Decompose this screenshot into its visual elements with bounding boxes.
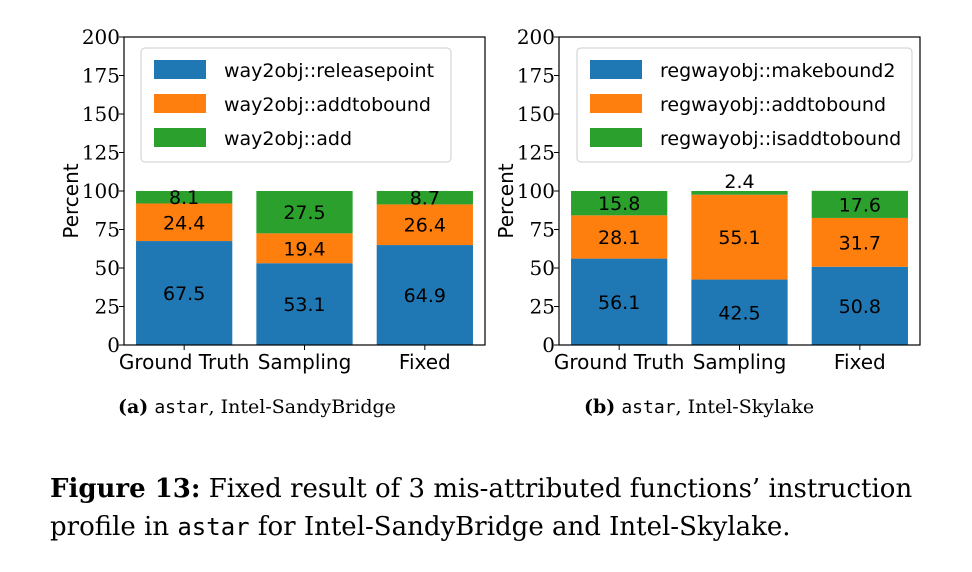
y-tick-label-b-200: 200 xyxy=(517,25,555,49)
bar-a-sampling-series-2 xyxy=(256,233,353,264)
y-axis-label-b: Percent xyxy=(494,163,518,238)
data-label-a-2-1: 53.1 xyxy=(283,294,325,316)
data-label-b-1-3: 15.8 xyxy=(598,193,640,215)
legend-a: way2obj::releasepointway2obj::addtobound… xyxy=(140,47,452,163)
x-tick-label-a-3: Fixed xyxy=(399,350,451,374)
chart-a: 67.5 24.4 8.1 53.1 19.4 27.5 64.9 26.4 8.7 0 25 50 7… xyxy=(59,25,486,374)
y-axis-label-a: Percent xyxy=(59,163,83,238)
legend-swatch-a-2 xyxy=(154,94,206,113)
bar-a-sampling-series-1 xyxy=(256,263,353,345)
bar-b-fixed-series-3 xyxy=(811,190,908,218)
subcaption-b: (b) astar, Intel-Skylake xyxy=(584,396,815,418)
data-label-b-3-1: 50.8 xyxy=(839,296,881,318)
legend-entry-b-1: regwayobj::makebound2 xyxy=(660,60,895,82)
y-tick-label-a-100: 100 xyxy=(82,179,120,203)
chart-b: 56.1 28.1 15.8 42.5 55.1 2.4 50.8 31.7 17.6 0 25 50… xyxy=(494,25,921,374)
bar-b-fixed-series-1 xyxy=(811,266,908,345)
legend-swatch-b-1 xyxy=(590,60,642,79)
bar-b-sampling-series-1 xyxy=(691,279,788,345)
data-label-a-1-2: 24.4 xyxy=(163,212,205,234)
legend-entry-a-3: way2obj::add xyxy=(224,128,352,150)
data-label-a-3-3: 8.7 xyxy=(410,188,440,210)
data-label-b-1-2: 28.1 xyxy=(598,227,640,249)
y-tick-label-b-150: 150 xyxy=(517,102,555,126)
x-tick-label-a-2: Sampling xyxy=(258,350,352,374)
bar-a-fixed-series-3 xyxy=(376,191,473,205)
data-label-a-1-3: 8.1 xyxy=(169,187,199,209)
y-tick-label-b-100: 100 xyxy=(517,179,555,203)
y-tick-label-a-50: 50 xyxy=(95,256,120,280)
y-tick-label-b-175: 175 xyxy=(517,64,555,88)
data-label-a-3-1: 64.9 xyxy=(404,285,446,307)
y-tick-label-a-150: 150 xyxy=(82,102,120,126)
bar-a-ground-truth-series-3 xyxy=(136,191,233,204)
y-tick-label-b-25: 25 xyxy=(530,295,555,319)
y-tick-label-a-75: 75 xyxy=(95,218,120,242)
x-tick-label-b-1: Ground Truth xyxy=(554,350,685,374)
data-label-b-2-2: 55.1 xyxy=(718,227,760,249)
y-tick-label-a-200: 200 xyxy=(82,25,120,49)
data-label-b-1-1: 56.1 xyxy=(598,292,640,314)
bar-a-fixed-series-1 xyxy=(376,245,473,345)
y-tick-label-b-125: 125 xyxy=(517,141,555,165)
legend-swatch-a-1 xyxy=(154,60,206,79)
data-label-a-3-2: 26.4 xyxy=(404,215,446,237)
bar-a-ground-truth-series-1 xyxy=(136,241,233,345)
legend-box-b xyxy=(576,47,913,163)
data-label-b-3-2: 31.7 xyxy=(839,232,881,254)
data-label-b-2-3: 2.4 xyxy=(724,171,754,193)
data-label-a-1-1: 67.5 xyxy=(163,283,205,305)
legend-swatch-b-2 xyxy=(590,94,642,113)
legend-b: regwayobj::makebound2regwayobj::addtobou… xyxy=(576,47,913,163)
legend-swatch-a-3 xyxy=(154,128,206,147)
bar-a-sampling-series-3 xyxy=(256,191,353,234)
y-tick-label-b-0: 0 xyxy=(542,333,555,357)
x-tick-label-b-2: Sampling xyxy=(693,350,787,374)
y-tick-label-a-175: 175 xyxy=(82,64,120,88)
y-tick-label-b-50: 50 xyxy=(530,256,555,280)
bar-b-ground-truth-series-2 xyxy=(571,215,668,259)
data-label-a-2-3: 27.5 xyxy=(283,202,325,224)
legend-entry-b-3: regwayobj::isaddtobound xyxy=(660,128,901,150)
data-label-a-2-2: 19.4 xyxy=(283,238,325,260)
legend-swatch-b-3 xyxy=(590,128,642,147)
y-tick-label-a-0: 0 xyxy=(107,333,120,357)
bar-b-ground-truth-series-3 xyxy=(571,191,668,216)
legend-entry-a-2: way2obj::addtobound xyxy=(224,94,431,116)
bar-a-fixed-series-2 xyxy=(376,204,473,246)
legend-entry-a-1: way2obj::releasepoint xyxy=(224,60,434,82)
y-tick-label-b-75: 75 xyxy=(530,218,555,242)
y-tick-label-a-25: 25 xyxy=(95,295,120,319)
legend-box-a xyxy=(140,47,452,163)
bar-b-fixed-series-2 xyxy=(811,217,908,267)
data-label-b-3-3: 17.6 xyxy=(839,194,881,216)
charts: 67.5 24.4 8.1 53.1 19.4 27.5 64.9 26.4 8.7 0 25 50 7… xyxy=(59,25,921,374)
y-tick-label-a-125: 125 xyxy=(82,141,120,165)
bar-b-sampling-series-3 xyxy=(691,191,788,195)
bar-a-ground-truth-series-2 xyxy=(136,203,233,242)
legend-entry-b-2: regwayobj::addtobound xyxy=(660,94,886,116)
subcaption-a: (a) astar, Intel-SandyBridge xyxy=(118,396,396,418)
x-tick-label-a-1: Ground Truth xyxy=(119,350,250,374)
bar-b-sampling-series-2 xyxy=(691,194,788,280)
data-label-b-2-1: 42.5 xyxy=(718,302,760,324)
bar-b-ground-truth-series-1 xyxy=(571,258,668,345)
figure-caption: Figure 13: Fixed result of 3 mis-attribu… xyxy=(50,474,913,542)
x-tick-label-b-3: Fixed xyxy=(834,350,886,374)
